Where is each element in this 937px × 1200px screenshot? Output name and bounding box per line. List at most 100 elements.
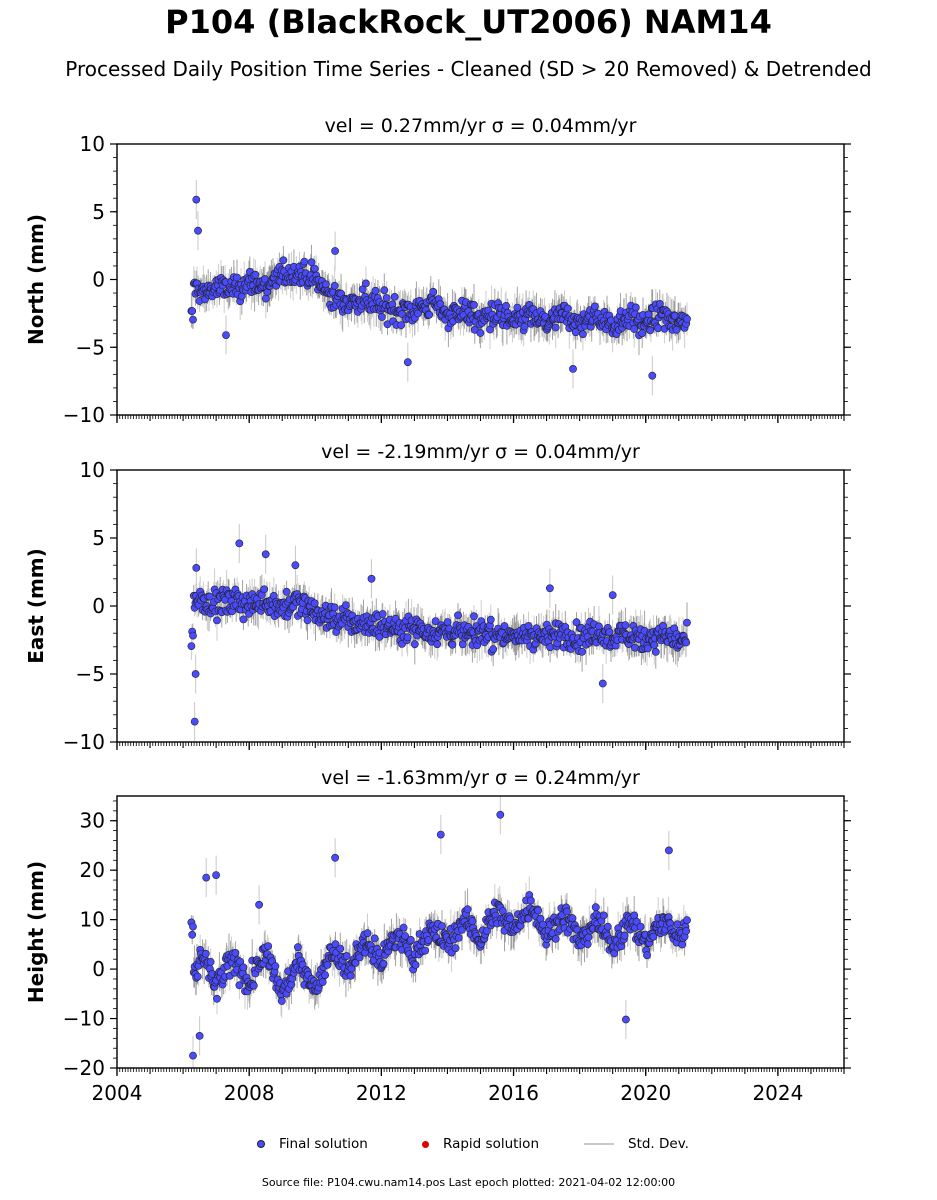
data-point (213, 616, 221, 625)
data-point (251, 270, 260, 279)
data-point (650, 641, 659, 649)
y-tick-label: −10 (63, 403, 105, 427)
data-point (188, 930, 197, 939)
data-point (527, 896, 535, 905)
panel-1: vel = 0.27mm/yr σ = 0.04mm/yr North (mm) −… (24, 115, 851, 427)
data-point (190, 717, 199, 726)
data-point (682, 638, 691, 647)
data-point (563, 907, 571, 916)
data-point (323, 961, 332, 969)
data-point (303, 616, 312, 625)
data-point (331, 247, 339, 255)
y-tick-label: 0 (92, 594, 105, 618)
data-point (212, 871, 220, 879)
y-tick-label: 10 (80, 132, 105, 156)
data-point (201, 949, 210, 958)
y-tick-label: −10 (63, 1007, 105, 1031)
data-point (330, 603, 339, 612)
source-footer: Source file: P104.cwu.nam14.pos Last epo… (261, 1176, 676, 1189)
legend-item-std: Std. Dev. (584, 1136, 689, 1152)
data-point (591, 903, 600, 912)
data-point (189, 631, 197, 640)
series-final-solution (187, 180, 691, 396)
panel-title: vel = -1.63mm/yr σ = 0.24mm/yr (321, 767, 640, 789)
std-dev-line-icon (584, 1143, 614, 1145)
y-tick-label: 10 (80, 908, 105, 932)
data-point (591, 302, 599, 311)
data-point (189, 922, 197, 931)
data-point (595, 622, 603, 631)
data-point (502, 301, 510, 310)
data-point (239, 963, 248, 972)
data-point (235, 539, 244, 548)
data-point (382, 294, 391, 302)
data-point (486, 615, 495, 624)
data-point (195, 1032, 204, 1040)
data-point (489, 645, 498, 654)
data-point (584, 933, 593, 942)
data-point (468, 917, 477, 926)
y-tick-label: 20 (80, 858, 105, 882)
data-point (193, 972, 202, 981)
data-point (380, 286, 389, 295)
data-point (233, 273, 241, 282)
data-point (346, 971, 355, 980)
y-tick-label: 30 (80, 809, 105, 833)
data-point (608, 591, 617, 599)
data-point (255, 900, 263, 909)
data-point (358, 285, 367, 294)
data-point (331, 853, 339, 862)
data-point (425, 310, 434, 319)
data-point (310, 599, 319, 608)
data-point (672, 325, 681, 334)
panel-title: vel = -2.19mm/yr σ = 0.04mm/yr (321, 441, 640, 463)
solution-points (187, 180, 691, 396)
data-point (271, 962, 280, 971)
data-point (630, 325, 639, 333)
y-axis-label: East (mm) (24, 548, 48, 664)
data-point (683, 916, 691, 925)
data-point (222, 331, 230, 339)
data-point (599, 911, 608, 920)
data-point (651, 648, 660, 656)
data-point (282, 587, 291, 596)
x-tick-label: 2012 (356, 1081, 407, 1105)
data-point (496, 810, 505, 819)
chart-subtitle: Processed Daily Position Time Series - C… (65, 57, 872, 81)
data-point (421, 946, 430, 955)
data-point (191, 670, 200, 678)
chart-title: P104 (BlackRock_UT2006) NAM14 (165, 3, 772, 41)
data-point (682, 927, 691, 935)
data-point (568, 914, 577, 923)
data-point (638, 329, 647, 338)
data-point (424, 936, 433, 944)
y-tick-label: −10 (63, 730, 105, 754)
data-point (644, 310, 653, 319)
series-final-solution (187, 523, 691, 742)
data-point (621, 621, 630, 630)
data-point (202, 873, 211, 882)
data-point (578, 647, 586, 656)
data-point (379, 959, 388, 968)
data-point (643, 644, 652, 653)
data-point (551, 323, 560, 332)
final-solution-marker-icon (257, 1140, 265, 1148)
data-point (476, 329, 485, 337)
data-point (636, 922, 645, 931)
data-point (648, 371, 657, 380)
data-point (370, 934, 379, 943)
series-final-solution (187, 796, 691, 1068)
data-point (342, 952, 351, 960)
data-point (336, 944, 345, 953)
x-tick-label: 2016 (488, 1081, 539, 1105)
data-point (569, 364, 577, 373)
y-tick-label: 0 (92, 957, 105, 981)
data-point (683, 314, 691, 323)
data-point (187, 642, 196, 650)
y-tick-label: 0 (92, 268, 105, 292)
data-point (443, 618, 452, 626)
data-point (300, 257, 309, 266)
data-point (321, 971, 329, 979)
data-point (631, 643, 639, 652)
data-point (470, 612, 478, 621)
